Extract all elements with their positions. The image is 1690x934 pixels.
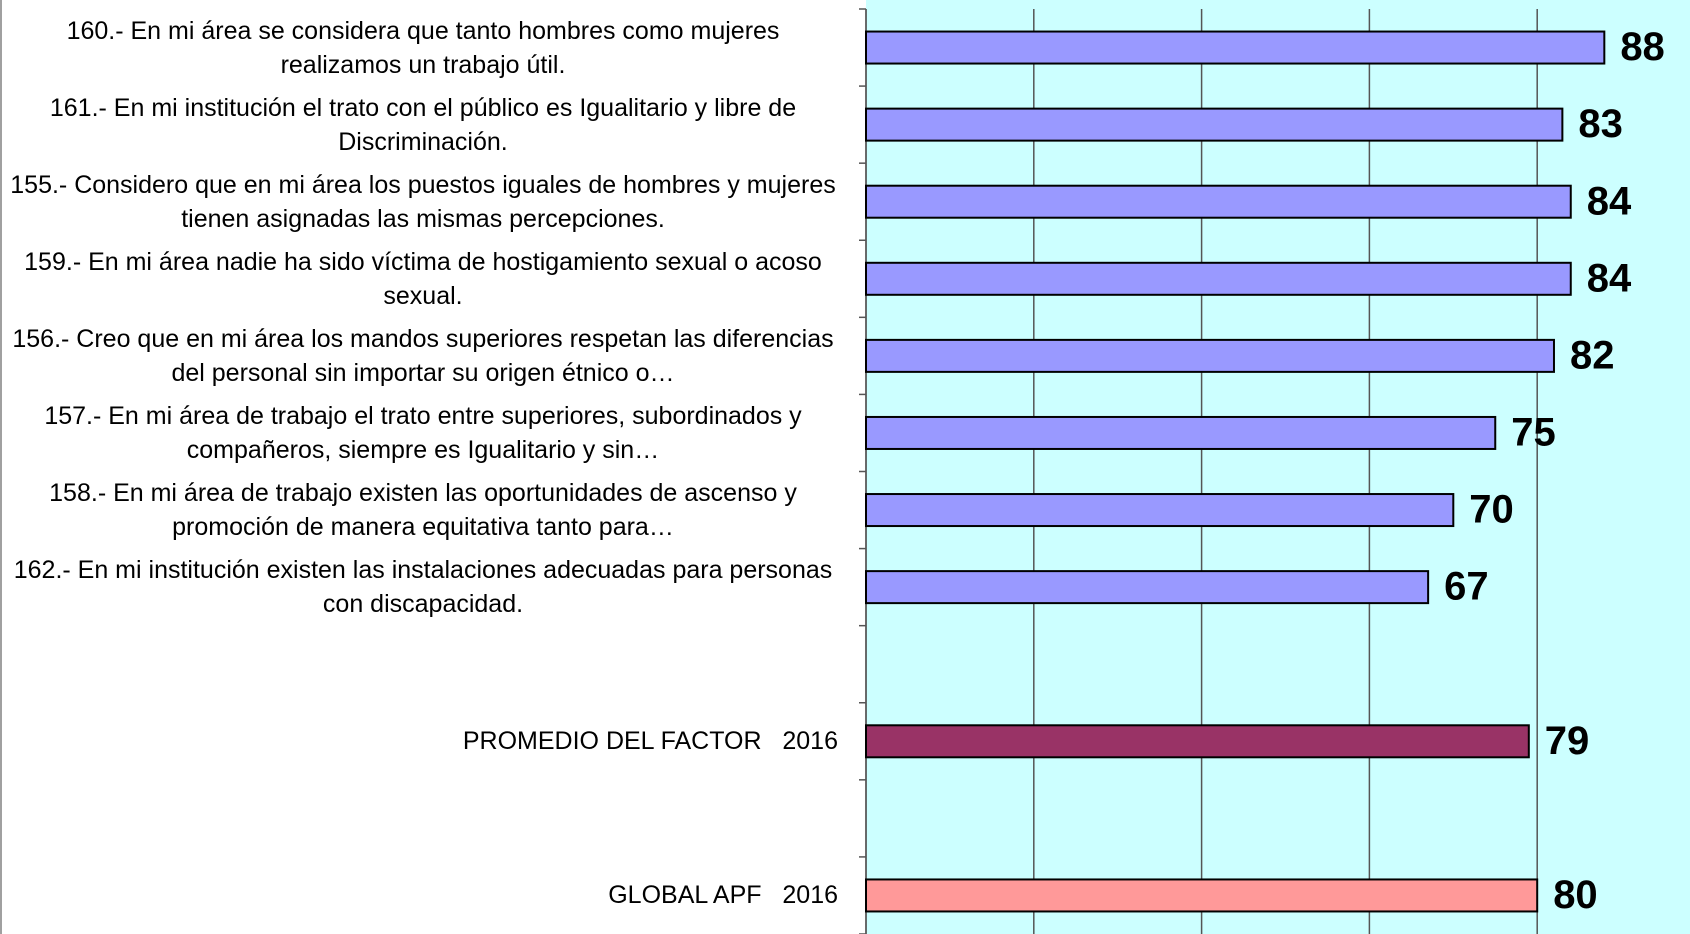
y-tick-label: 159.- En mi área nadie ha sido víctima d… (2, 245, 838, 313)
y-tick-text: GLOBAL APF 2016 (608, 881, 838, 910)
data-label: 70 (1469, 488, 1514, 532)
data-label: 80 (1553, 873, 1598, 917)
data-label: 88 (1620, 25, 1665, 69)
y-tick-text: 156.- Creo que en mi área los mandos sup… (12, 324, 841, 387)
data-label: 79 (1545, 719, 1590, 763)
y-tick-text: 162.- En mi institución existen las inst… (13, 556, 840, 619)
y-tick-text: 161.- En mi institución el trato con el … (49, 93, 804, 156)
y-tick-label: 160.- En mi área se considera que tanto … (2, 14, 838, 82)
data-label: 67 (1444, 565, 1489, 609)
y-tick-text: 160.- En mi área se considera que tanto … (66, 16, 787, 79)
bar (865, 493, 1455, 528)
y-tick-label: PROMEDIO DEL FACTOR 2016 (2, 724, 838, 758)
y-tick-text: 159.- En mi área nadie ha sido víctima d… (24, 247, 829, 310)
data-label: 75 (1511, 411, 1556, 455)
y-tick-label: 158.- En mi área de trabajo existen las … (2, 476, 838, 544)
data-label: 83 (1578, 102, 1623, 146)
data-label: 84 (1587, 256, 1632, 300)
y-tick-text: 155.- Considero que en mi área los puest… (10, 170, 843, 233)
y-tick-label: 161.- En mi institución el trato con el … (2, 91, 838, 159)
bar (865, 338, 1555, 373)
bar (865, 878, 1539, 913)
y-tick-text: PROMEDIO DEL FACTOR 2016 (462, 727, 838, 756)
bar (865, 415, 1497, 450)
bar (865, 570, 1430, 605)
data-label: 84 (1587, 179, 1632, 223)
y-tick-label: 157.- En mi área de trabajo el trato ent… (2, 399, 838, 467)
bar (865, 724, 1530, 759)
data-label: 82 (1570, 333, 1615, 377)
bar (865, 184, 1572, 219)
y-tick-label: 155.- Considero que en mi área los puest… (2, 168, 843, 236)
plot-background (866, 0, 1690, 934)
y-tick-label: 162.- En mi institución existen las inst… (2, 553, 840, 621)
y-tick-text: 158.- En mi área de trabajo existen las … (49, 479, 804, 542)
bar (865, 30, 1606, 65)
bar (865, 107, 1564, 142)
y-tick-label: 156.- Creo que en mi área los mandos sup… (2, 322, 841, 390)
y-tick-text: 157.- En mi área de trabajo el trato ent… (44, 401, 809, 464)
y-tick-label: GLOBAL APF 2016 (2, 878, 838, 912)
bar (865, 261, 1572, 296)
